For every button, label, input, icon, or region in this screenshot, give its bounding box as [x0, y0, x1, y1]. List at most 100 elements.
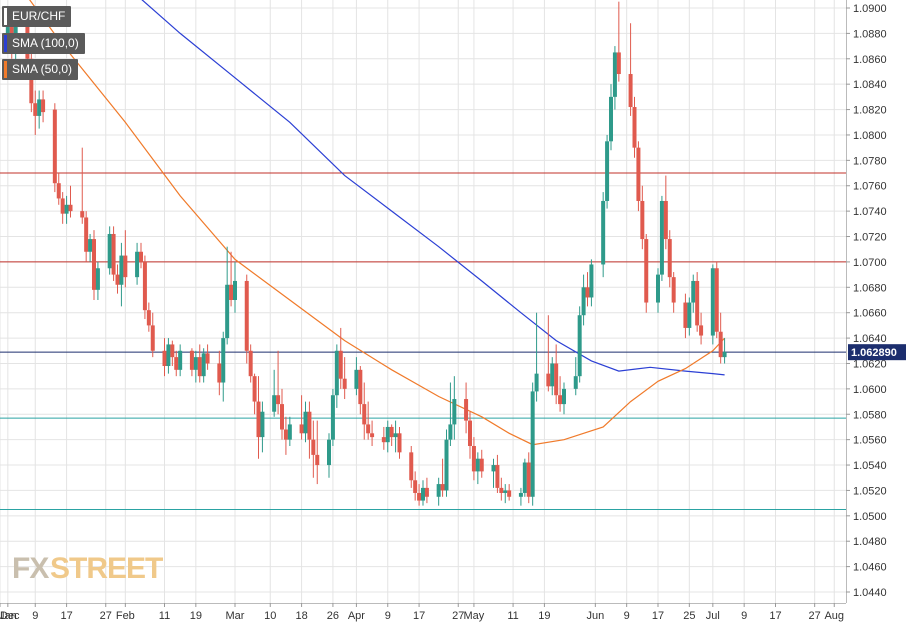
- legend-symbol-swatch: [4, 8, 7, 25]
- x-tick-label: 11: [507, 610, 518, 622]
- y-tick-label: 1.0760: [853, 181, 887, 193]
- y-tick-label: 1.0540: [853, 460, 887, 472]
- candle-body: [585, 287, 590, 298]
- legend-sma50-label: SMA (50,0): [12, 62, 73, 76]
- current-price-value: 1.062890: [851, 347, 897, 359]
- candle-body: [436, 484, 441, 497]
- candle-body: [217, 363, 222, 383]
- candle-body: [644, 239, 649, 303]
- candle-body: [197, 357, 202, 377]
- legend-sma50[interactable]: SMA (50,0): [2, 59, 79, 80]
- legend-sma100[interactable]: SMA (100,0): [2, 33, 85, 54]
- candle-body: [201, 353, 206, 377]
- candle-body: [424, 487, 429, 497]
- legend-symbol-label: EUR/CHF: [12, 9, 66, 23]
- candle-body: [495, 465, 500, 488]
- legend-symbol[interactable]: EUR/CHF: [2, 6, 72, 27]
- candle-body: [471, 446, 476, 472]
- y-tick-label: 1.0440: [853, 587, 887, 599]
- candle-body: [573, 376, 578, 389]
- candle-body: [311, 439, 316, 455]
- candle-body: [687, 302, 692, 328]
- candle-body: [95, 268, 100, 290]
- x-tick-label: 17: [652, 610, 664, 622]
- legend-sma50-swatch: [4, 61, 7, 78]
- candle-body: [244, 280, 249, 351]
- candle-body: [92, 239, 96, 290]
- y-tick-label: 1.0620: [853, 358, 887, 370]
- candle-body: [616, 52, 621, 75]
- candle-body: [479, 458, 484, 472]
- candle-body: [683, 302, 688, 328]
- candle-body: [718, 331, 723, 358]
- x-tick-label: Jul: [706, 610, 720, 622]
- candle-body: [330, 395, 335, 440]
- candle-body: [299, 424, 304, 434]
- y-tick-label: 1.0740: [853, 206, 887, 218]
- candle-body: [233, 280, 237, 300]
- candle-body: [581, 287, 586, 316]
- sma100-line: [141, 0, 725, 376]
- candle-body: [334, 350, 339, 396]
- candle-body: [135, 251, 140, 278]
- candle-body: [554, 363, 559, 396]
- fxstreet-logo: FX STREET: [12, 552, 164, 585]
- y-tick-label: 1.0500: [853, 511, 887, 523]
- candle-body: [612, 52, 617, 97]
- y-tick-label: 1.0820: [853, 105, 887, 117]
- y-tick-label: 1.0720: [853, 232, 887, 244]
- logo-part-fx: FX: [12, 552, 49, 585]
- candle-body: [722, 352, 727, 358]
- candle-body: [119, 255, 124, 285]
- candle-body: [663, 200, 668, 240]
- candle-body: [33, 103, 38, 116]
- candle-body: [577, 315, 582, 377]
- y-tick-label: 1.0460: [853, 562, 887, 574]
- candle-body: [111, 233, 116, 275]
- candle-body: [609, 96, 613, 142]
- candle-body: [107, 233, 112, 269]
- y-tick-label: 1.0900: [853, 3, 887, 15]
- logo-part-street: STREET: [50, 552, 163, 585]
- candle-body: [562, 388, 566, 405]
- candle-body: [60, 198, 65, 214]
- x-tick-label: 9: [741, 610, 747, 622]
- candle-body: [691, 280, 696, 303]
- candle-body: [358, 369, 363, 405]
- y-tick-label: 1.0600: [853, 384, 887, 396]
- x-tick-label: 27: [452, 610, 464, 622]
- candle-body: [272, 395, 277, 412]
- candle-body: [342, 378, 347, 389]
- candle-body: [221, 338, 226, 383]
- candle-body: [659, 200, 664, 275]
- candle-body: [56, 183, 61, 199]
- x-tick-label: 25: [683, 610, 695, 622]
- candle-body: [440, 484, 445, 491]
- candle-body: [421, 487, 425, 501]
- legend-sma100-swatch: [4, 35, 7, 52]
- candle-body: [225, 284, 230, 339]
- candlesticks: [5, 1, 727, 506]
- candle-body: [315, 454, 320, 466]
- candle-body: [444, 439, 449, 491]
- y-tick-label: 1.0880: [853, 28, 887, 40]
- candle-body: [417, 492, 422, 501]
- y-tick-label: 1.0560: [853, 435, 887, 447]
- candle-body: [229, 284, 234, 300]
- candle-body: [205, 353, 210, 364]
- candle-body: [52, 109, 57, 184]
- candle-body: [558, 395, 563, 405]
- candle-body: [13, 18, 18, 47]
- x-tick-label: 11: [159, 610, 170, 622]
- candle-body: [170, 344, 175, 358]
- candle-body: [68, 204, 73, 212]
- candle-body: [370, 433, 375, 438]
- sma-lines: [29, 0, 726, 446]
- current-price-tag-bg: [848, 344, 906, 361]
- candle-body: [142, 261, 147, 311]
- candle-body: [699, 325, 704, 336]
- candle-body: [280, 404, 284, 430]
- candle-body: [507, 490, 512, 497]
